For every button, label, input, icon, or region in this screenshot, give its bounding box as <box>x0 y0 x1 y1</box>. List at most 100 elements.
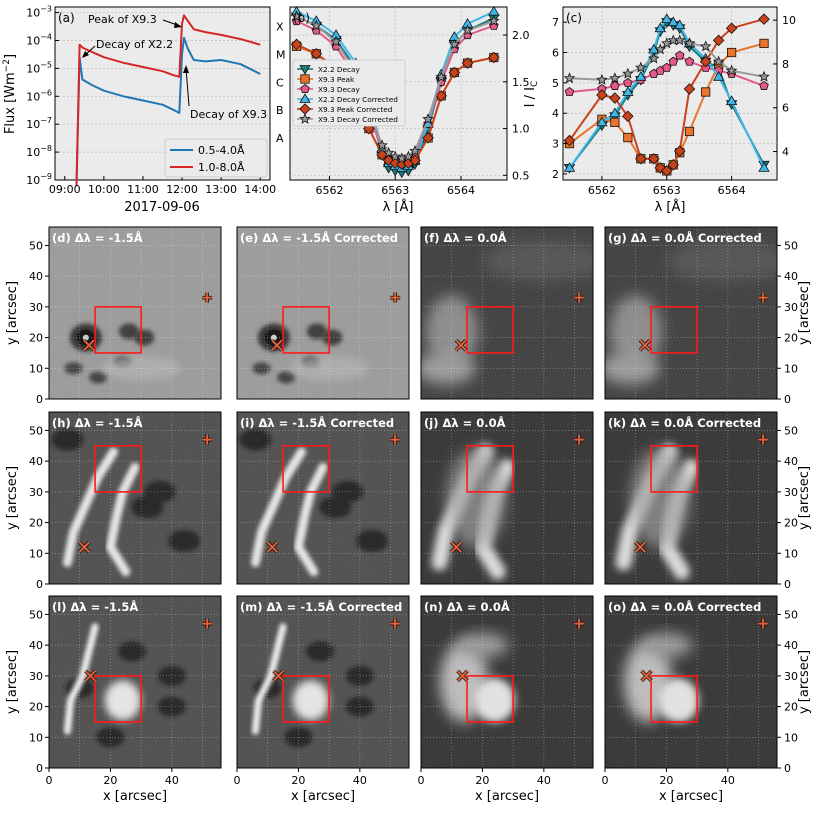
region-box <box>466 675 514 723</box>
panel-a-ytick-label: 10−7 <box>26 116 52 131</box>
image-ytick-label: 10 <box>29 547 43 560</box>
panel-label: (l) Δλ = -1.5Å <box>52 599 138 614</box>
series-marker <box>488 14 500 26</box>
image-frame <box>48 595 222 769</box>
panel-label: (f) Δλ = 0.0Å <box>424 230 507 245</box>
image-ytick-label: 10 <box>784 547 798 560</box>
panel-label: (e) Δλ = -1.5Å Corrected <box>240 230 398 245</box>
panel-a-xtick-label: 11:00 <box>127 183 159 196</box>
image-frame <box>48 226 222 400</box>
panel-c-xlabel: λ [Å] <box>655 199 686 215</box>
panel-b-label: (b) <box>293 11 310 25</box>
ytick-right-label: 1.0 <box>512 123 530 136</box>
panel-a-xtick-label: 10:00 <box>88 183 120 196</box>
legend-label: X9.3 Peak <box>318 75 355 84</box>
series-marker <box>759 38 769 49</box>
image-xtick-label: 20 <box>291 774 305 787</box>
image-ytick-label: 40 <box>784 455 798 468</box>
legend-label-soft: 0.5-4.0Å <box>198 144 245 157</box>
cross-marker <box>266 541 279 553</box>
panel-label: (m) Δλ = -1.5Å Corrected <box>240 599 402 614</box>
image-frame <box>604 226 778 400</box>
panel-c-ticks: 6562 6563 6564 2 3 4 5 6 7 4 6 8 10 <box>552 14 796 197</box>
plus-marker <box>202 292 213 303</box>
series-marker <box>376 139 388 151</box>
region-box <box>650 675 698 723</box>
series-marker <box>488 51 500 64</box>
series-marker <box>674 50 685 60</box>
ytick-right-label: 0.5 <box>512 169 530 182</box>
series-marker <box>448 38 461 50</box>
series-marker <box>727 47 737 58</box>
series-marker <box>623 132 633 143</box>
image-ylabel-left: y [arcsec] <box>5 466 20 530</box>
ytick-left-label: 3 <box>552 138 559 151</box>
image-xtick-label: 40 <box>165 774 179 787</box>
plus-marker <box>202 434 213 445</box>
image-ytick-label: 20 <box>29 701 43 714</box>
panel-a-date: 2017-09-06 <box>124 200 200 215</box>
legend-marker <box>299 112 311 124</box>
image-ytick-label: 50 <box>784 424 798 437</box>
image-frame <box>236 595 410 769</box>
image-texture <box>237 412 409 584</box>
image-texture <box>49 596 221 768</box>
series-marker <box>610 80 620 90</box>
annotation-decay-x22: Decay of X2.2 <box>96 38 173 51</box>
image-ytick-label: 10 <box>784 731 798 744</box>
plus-marker <box>202 618 213 629</box>
panel-a-class-label: B <box>276 104 284 117</box>
ytick-right-label: 4 <box>782 146 789 159</box>
image-texture <box>605 227 777 399</box>
image-texture <box>421 227 593 399</box>
image-texture <box>605 596 777 768</box>
cross-marker <box>272 670 285 682</box>
panel-b-profiles: 6562 6563 6564 0.5 1.0 1.5 2.0 (b) λ [Å] X2.2 … <box>289 5 530 215</box>
image-frame <box>236 411 410 585</box>
panel-label: (i) Δλ = -1.5Å Corrected <box>240 415 394 430</box>
series-marker <box>712 71 725 81</box>
series-marker <box>563 162 576 172</box>
series-marker <box>422 132 434 144</box>
image-ytick-label: 10 <box>29 731 43 744</box>
image-ytick-label: 20 <box>784 332 798 345</box>
series-marker <box>759 80 769 90</box>
plus-marker <box>390 292 401 303</box>
image-ytick-label: 30 <box>29 670 43 683</box>
ytick-left-label: 2 <box>552 168 559 181</box>
image-panel <box>237 227 409 399</box>
image-panel <box>237 596 409 768</box>
annotation-decay-x93: Decay of X9.3 <box>190 108 267 121</box>
panel-c-profiles: 6562 6563 6564 2 3 4 5 6 7 4 6 8 10 (c) λ [Å] I / IC <box>523 6 796 215</box>
cross-marker <box>455 339 467 351</box>
ytick-right-label: 2.0 <box>512 29 530 42</box>
series-marker <box>609 92 621 104</box>
legend-label: X9.3 Peak Corrected <box>318 105 392 114</box>
image-ylabel-right: y [arcsec] <box>797 650 812 714</box>
image-ytick-label: 50 <box>784 608 798 621</box>
series-marker <box>662 62 672 72</box>
xtick-label: 6564 <box>718 184 746 197</box>
region-box <box>94 675 142 723</box>
image-xlabel: x [arcsec] <box>659 789 723 804</box>
series-marker <box>684 56 695 66</box>
image-ylabel-right: y [arcsec] <box>797 466 812 530</box>
annotation-decay-x93-arrow <box>185 67 190 107</box>
image-ytick-label: 20 <box>784 701 798 714</box>
image-ytick-label: 0 <box>36 762 43 775</box>
image-texture <box>49 412 221 584</box>
series-marker <box>389 150 401 162</box>
image-ytick-label: 40 <box>784 639 798 652</box>
legend-marker <box>300 74 310 84</box>
series-marker <box>622 86 634 96</box>
series-marker <box>610 117 620 127</box>
ytick-right-label: 1.5 <box>512 76 530 89</box>
series-marker <box>725 64 738 76</box>
series-marker <box>648 152 660 165</box>
series-marker <box>635 152 647 165</box>
panel-label: (n) Δλ = 0.0Å <box>424 599 510 614</box>
ytick-left-label: 5 <box>552 77 559 90</box>
plus-marker <box>390 618 401 629</box>
